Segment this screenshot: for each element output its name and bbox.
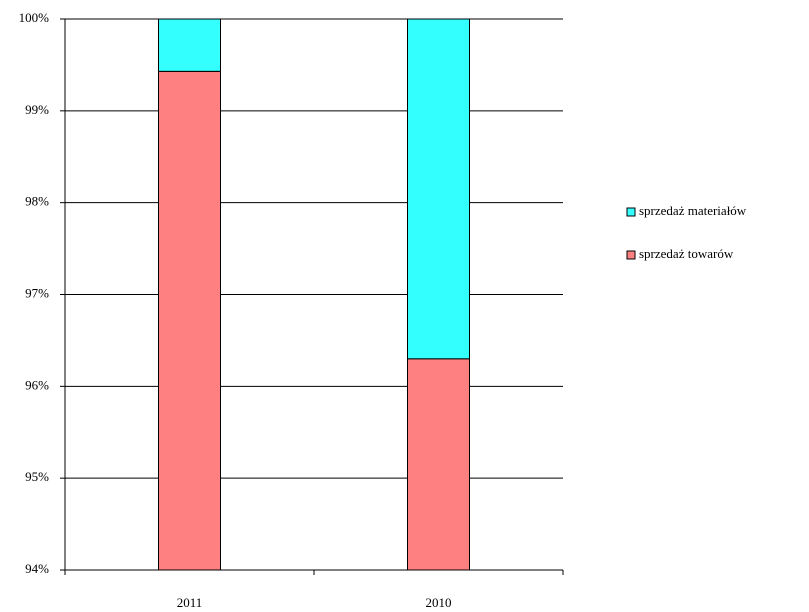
y-tick-label: 99% <box>25 102 49 117</box>
y-tick-label: 97% <box>25 285 49 300</box>
legend-swatch <box>626 250 636 260</box>
bar-segment <box>407 358 470 571</box>
y-tick-label: 95% <box>25 469 49 484</box>
legend-label: sprzedaż materiałów <box>639 203 747 218</box>
y-tick-label: 96% <box>25 377 49 392</box>
bar-segment <box>407 18 470 360</box>
x-tick-label: 2010 <box>426 595 452 610</box>
y-tick-label: 98% <box>25 194 49 209</box>
bar-segment <box>158 18 221 72</box>
legend-swatch <box>626 207 636 217</box>
y-tick-label: 100% <box>19 10 50 25</box>
legend-label: sprzedaż towarów <box>639 246 734 261</box>
x-tick-label: 2011 <box>177 595 203 610</box>
bar-segment <box>158 70 221 571</box>
y-tick-label: 94% <box>25 561 49 576</box>
